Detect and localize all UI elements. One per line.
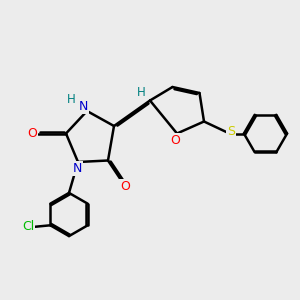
Text: Cl: Cl — [22, 220, 34, 233]
Text: N: N — [73, 161, 82, 175]
Text: H: H — [136, 85, 146, 99]
Text: H: H — [67, 93, 76, 106]
Text: O: O — [171, 134, 180, 147]
Text: O: O — [27, 127, 37, 140]
Text: N: N — [79, 100, 88, 113]
Text: S: S — [227, 124, 235, 138]
Text: O: O — [121, 179, 130, 193]
